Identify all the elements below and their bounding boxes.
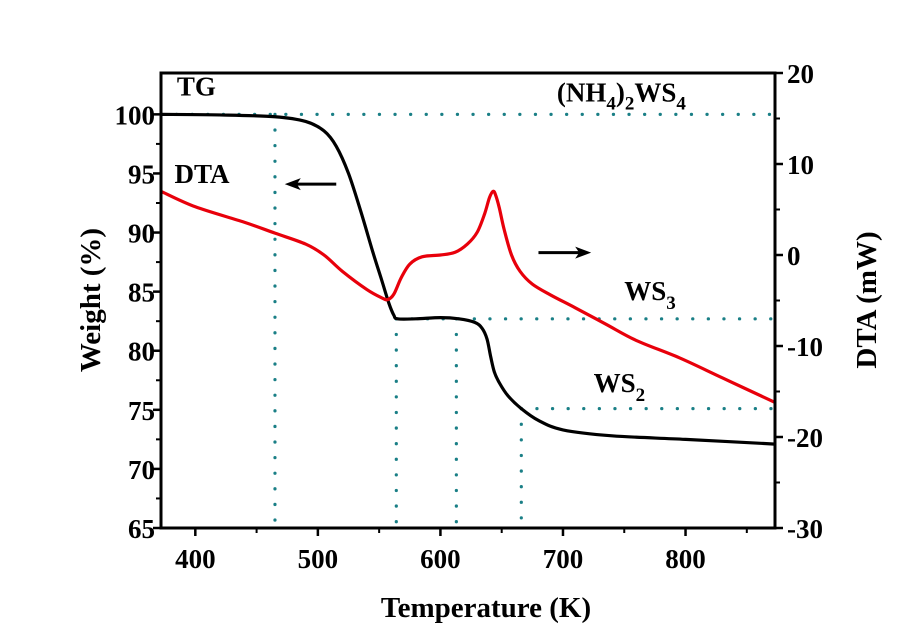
y-left-tick-label: 100 bbox=[115, 100, 156, 130]
y-left-axis-title: Weight (%) bbox=[75, 228, 107, 372]
y-left-tick-label: 85 bbox=[128, 278, 155, 308]
x-tick-label: 600 bbox=[420, 544, 461, 574]
y-right-tick-label: -10 bbox=[787, 332, 823, 362]
arrow-right-icon bbox=[575, 246, 592, 259]
y-right-tick-label: -30 bbox=[787, 514, 823, 544]
y-right-tick-label: -20 bbox=[787, 423, 823, 453]
y-left-tick-label: 80 bbox=[128, 337, 155, 367]
annotation-label: TG bbox=[177, 71, 216, 101]
series-layer bbox=[160, 112, 776, 446]
annotation-label: WS3 bbox=[624, 276, 676, 314]
annotation-label: (NH4)2WS4 bbox=[557, 77, 687, 114]
x-axis-title: Temperature (K) bbox=[381, 592, 591, 624]
x-tick-label: 500 bbox=[298, 544, 339, 574]
y-right-tick-label: 0 bbox=[787, 241, 801, 271]
y-left-tick-label: 95 bbox=[128, 159, 155, 189]
series-line-tg bbox=[160, 112, 776, 446]
plot-frame bbox=[159, 71, 777, 530]
annotations: TG DTA (NH4)2WS4 WS3 WS2 bbox=[174, 71, 686, 406]
y-left-tick-label: 90 bbox=[128, 219, 155, 249]
series-line-dta bbox=[160, 189, 776, 404]
x-tick-label: 800 bbox=[665, 544, 706, 574]
arrow-left-icon bbox=[284, 178, 301, 191]
x-tick-label: 400 bbox=[175, 544, 216, 574]
y-left-tick-label: 75 bbox=[128, 396, 155, 426]
x-tick-label: 700 bbox=[543, 544, 584, 574]
y-right-tick-label: 10 bbox=[787, 150, 814, 180]
y-left-tick-label: 70 bbox=[128, 455, 155, 485]
ticks: 400 500 600 700 80065707580859095100-30-20-1… bbox=[115, 59, 824, 574]
y-right-axis-title: DTA (mW) bbox=[851, 231, 883, 368]
y-left-tick-label: 65 bbox=[128, 514, 155, 544]
y-right-tick-label: 20 bbox=[787, 59, 814, 89]
annotation-label: WS2 bbox=[594, 368, 646, 406]
axes bbox=[159, 71, 777, 530]
annotation-label: DTA bbox=[174, 159, 230, 189]
